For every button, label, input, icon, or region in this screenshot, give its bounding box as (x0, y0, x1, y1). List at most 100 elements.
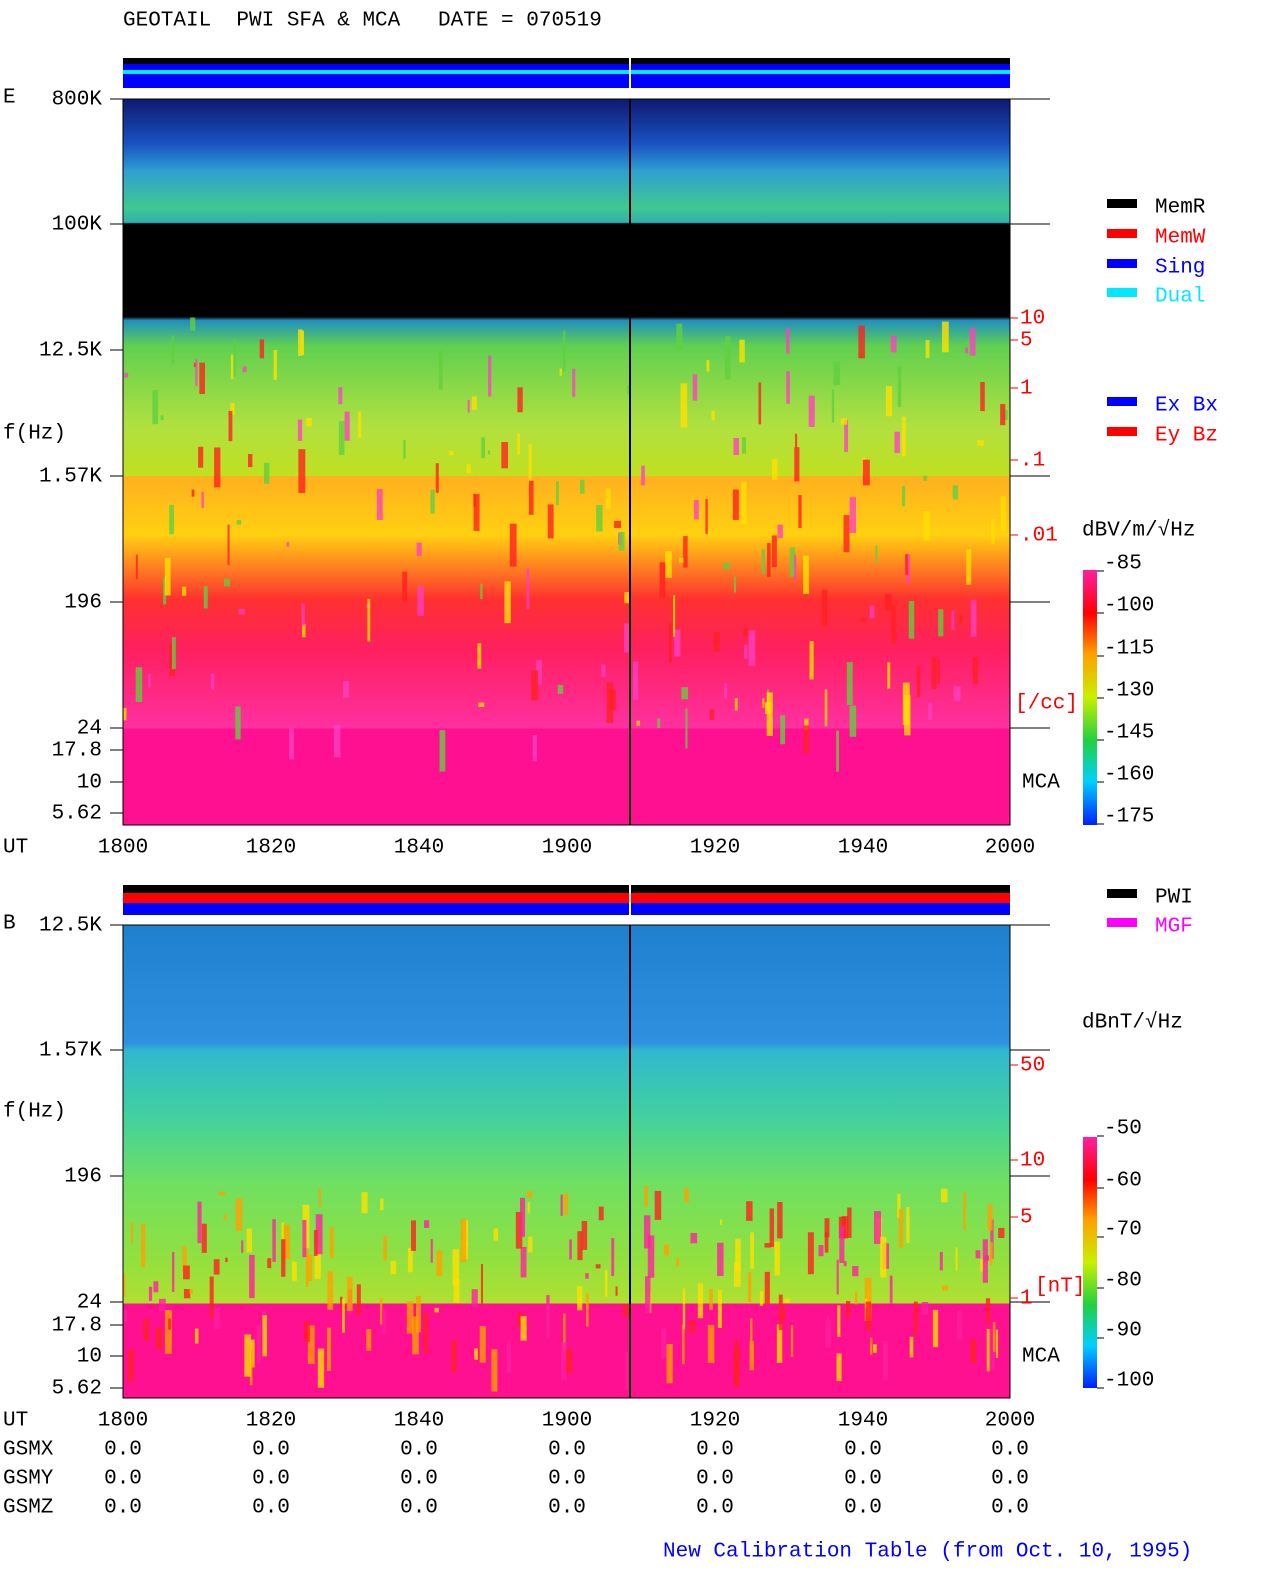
y-tick-label: 17.8 (52, 1315, 102, 1338)
colorbar-unit: dBnT/√Hz (1082, 1011, 1183, 1035)
spectrogram-texture (808, 395, 815, 427)
spectrogram-texture (471, 396, 477, 410)
spectrogram-texture (843, 1261, 847, 1267)
gsm-value: 0.0 (991, 1497, 1029, 1520)
spectrogram-texture (417, 586, 424, 616)
spectrogram-texture (130, 1221, 134, 1244)
spectrogram-texture (581, 1220, 588, 1250)
spectrogram-texture (825, 1320, 831, 1348)
spectrogram-texture (995, 1329, 999, 1358)
spectrogram-texture (707, 1324, 715, 1364)
spectrogram-texture (559, 368, 562, 376)
colorbar (1083, 1137, 1097, 1388)
spectrogram-texture (980, 381, 985, 412)
spectrogram-texture (367, 598, 371, 642)
legend-swatch (1107, 889, 1137, 898)
spectrogram-texture (195, 359, 198, 387)
spectrogram-texture (356, 1284, 361, 1316)
spectrogram-texture (194, 1328, 199, 1344)
gsm-value: 0.0 (548, 1468, 586, 1491)
spectrogram-texture (306, 1254, 313, 1282)
panel-label: B (3, 913, 16, 936)
spectrogram-texture (875, 545, 878, 563)
spectrogram-texture (782, 1307, 786, 1320)
spectrogram-texture (474, 1348, 478, 1360)
spectrogram-texture (557, 684, 564, 694)
spectrogram-texture (865, 1301, 872, 1332)
spectrogram-texture (338, 421, 345, 456)
spectrogram-texture (766, 692, 773, 736)
spectrogram-texture (298, 449, 306, 493)
spectrogram-texture (869, 605, 875, 619)
gsm-value: 0.0 (696, 1439, 734, 1462)
spectrogram-texture (890, 335, 897, 353)
spectrogram-texture (304, 1321, 310, 1342)
spectrogram-texture (171, 335, 175, 365)
density-unit: [/cc] (1015, 693, 1078, 716)
spectrogram-texture (941, 1285, 949, 1291)
spectrogram-texture (657, 718, 661, 728)
spectrogram-texture (680, 383, 688, 428)
spectrogram-texture (625, 1351, 629, 1390)
spectrogram-texture (172, 1252, 175, 1292)
spectrogram-texture (289, 728, 294, 760)
legend-swatch (1107, 229, 1137, 238)
x-tick-label: 1900 (542, 837, 592, 860)
x-tick-label: 1920 (690, 837, 740, 860)
spectrogram (123, 99, 1010, 825)
spectrogram-texture (430, 1238, 433, 1263)
spectrogram-texture (684, 1187, 689, 1203)
spectrogram-texture (928, 702, 933, 720)
spectrogram-texture (694, 499, 699, 520)
spectrogram-texture (982, 1239, 988, 1283)
legend-swatch (1107, 918, 1137, 927)
spectrogram-texture (526, 568, 530, 610)
spectrogram-texture (807, 1232, 814, 1275)
spectrogram-texture (519, 1197, 526, 1237)
spectrogram-texture (988, 1329, 995, 1371)
spectrogram-texture (460, 1218, 467, 1263)
x-tick-label: 1820 (246, 837, 296, 860)
spectrogram-texture (586, 1293, 589, 1327)
spectrogram-texture (987, 1204, 993, 1231)
spectrogram-texture (315, 1214, 323, 1255)
spectrogram-texture (887, 662, 891, 689)
spectrogram-texture (713, 631, 720, 652)
density-tick-label: 10 (1020, 308, 1045, 331)
colorbar-tick-label: -90 (1104, 1320, 1142, 1343)
gsm-value: 0.0 (844, 1439, 882, 1462)
spectrogram-texture (953, 686, 961, 702)
spectrogram-texture (203, 586, 208, 609)
spectrogram-texture (346, 1276, 353, 1311)
spectrogram-texture (824, 1218, 830, 1238)
legend-swatch (1107, 199, 1137, 208)
spectrogram-texture (531, 670, 539, 701)
spectrogram-texture (898, 1209, 904, 1248)
spectrogram-texture (901, 416, 906, 457)
spectrogram-texture (777, 1202, 783, 1239)
spectrogram-texture (748, 630, 756, 666)
spectrogram-texture (970, 599, 977, 637)
spectrogram-texture (317, 1348, 325, 1388)
spectrogram-texture (344, 411, 350, 441)
y-tick-label: 1.57K (39, 1040, 102, 1063)
colorbar-tick-label: -145 (1104, 722, 1154, 745)
spectrogram-texture (327, 1271, 334, 1310)
spectrogram-texture (604, 1270, 608, 1298)
spectrogram-texture (923, 511, 930, 541)
spectrogram-texture (758, 382, 762, 425)
spectrogram-texture (171, 637, 176, 670)
spectrogram-texture (803, 725, 810, 754)
spectrogram-texture (244, 1334, 252, 1377)
spectrogram-texture (1000, 404, 1006, 426)
spectrogram-texture (624, 623, 630, 653)
spectrogram-texture (376, 488, 383, 520)
spectrogram-texture (453, 1278, 460, 1303)
spectrogram (123, 925, 1010, 1398)
x-axis-label: UT (3, 1410, 28, 1433)
x-axis-label: UT (3, 837, 28, 860)
spectrogram-texture (765, 702, 772, 714)
spectrogram-texture (970, 1338, 977, 1364)
spectrogram-texture (480, 1264, 484, 1304)
